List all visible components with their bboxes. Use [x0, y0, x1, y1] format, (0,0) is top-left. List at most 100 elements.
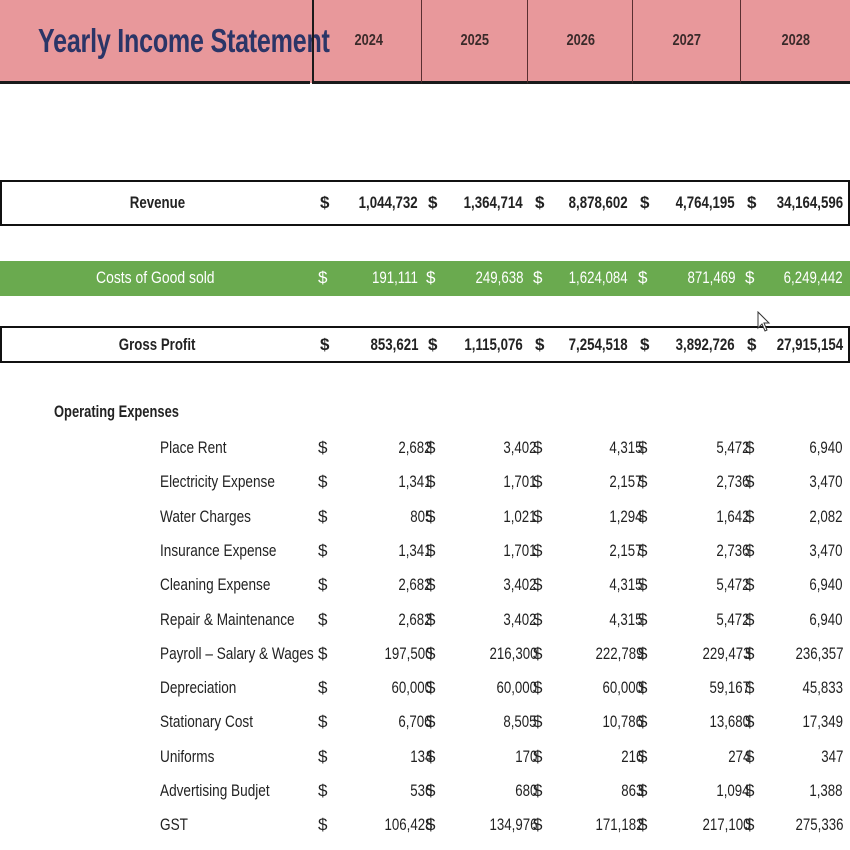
table-row[interactable]: Place Rent $ 2,682 $ 3,402 $ 4,315 $ 5,4… — [0, 432, 850, 466]
currency-symbol: $ — [426, 815, 436, 835]
currency-symbol: $ — [426, 268, 436, 287]
value-2025[interactable]: 60,000 — [496, 678, 537, 698]
revenue-2025[interactable]: 1,364,714 — [464, 193, 523, 212]
year-header-2027[interactable]: 2027 — [632, 0, 741, 84]
table-row[interactable]: Cleaning Expense $ 2,682 $ 3,402 $ 4,315… — [0, 569, 850, 603]
year-header-2028[interactable]: 2028 — [740, 0, 850, 84]
table-row[interactable]: Payroll – Salary & Wages $ 197,500 $ 216… — [0, 638, 850, 672]
value-2027[interactable]: 5,472 — [716, 609, 750, 629]
value-2024[interactable]: 2,682 — [398, 438, 432, 457]
value-2028[interactable]: 17,349 — [802, 712, 843, 732]
revenue-2024[interactable]: 1,044,732 — [359, 193, 418, 212]
value-2027[interactable]: 229,473 — [702, 643, 750, 663]
value-2024[interactable]: 6,706 — [398, 712, 432, 732]
year-header-2024[interactable]: 2024 — [312, 0, 423, 84]
value-2027[interactable]: 59,167 — [709, 678, 750, 698]
value-2027[interactable]: 13,680 — [709, 712, 750, 732]
value-2025[interactable]: 216,300 — [489, 643, 537, 663]
value-2027[interactable]: 1,642 — [716, 506, 750, 526]
table-row[interactable]: GST $ 106,428 $ 134,976 $ 171,182 $ 217,… — [0, 809, 850, 843]
value-2024[interactable]: 2,682 — [398, 609, 432, 629]
value-2026[interactable]: 1,294 — [609, 506, 643, 526]
cogs-2025[interactable]: 249,638 — [475, 268, 523, 287]
table-row[interactable]: Insurance Expense $ 1,341 $ 1,701 $ 2,15… — [0, 535, 850, 569]
value-2028[interactable]: 6,940 — [809, 609, 843, 629]
table-row[interactable]: Repair & Maintenance $ 2,682 $ 3,402 $ 4… — [0, 604, 850, 638]
value-2026[interactable]: 216 — [620, 746, 643, 766]
value-2026[interactable]: 4,315 — [609, 609, 643, 629]
year-header-2025[interactable]: 2025 — [421, 0, 528, 84]
table-row[interactable]: Uniforms $ 134 $ 170 $ 216 $ 274 $ 347 — [0, 741, 850, 775]
gross-profit-2024[interactable]: 853,621 — [370, 335, 418, 354]
value-2024[interactable]: 106,428 — [384, 815, 432, 835]
value-2024[interactable]: 60,000 — [391, 678, 432, 698]
value-2025[interactable]: 680 — [514, 781, 537, 800]
value-2025[interactable]: 1,021 — [503, 506, 537, 526]
value-2024[interactable]: 536 — [409, 781, 432, 800]
value-2028[interactable]: 3,470 — [809, 472, 843, 492]
value-2025[interactable]: 1,701 — [503, 472, 537, 492]
value-2026[interactable]: 60,000 — [602, 678, 643, 698]
gross-profit-2028[interactable]: 27,915,154 — [776, 335, 843, 354]
value-2026[interactable]: 222,789 — [595, 643, 643, 663]
value-2028[interactable]: 275,336 — [795, 815, 843, 835]
value-2028[interactable]: 45,833 — [802, 678, 843, 698]
value-2027[interactable]: 1,094 — [716, 781, 750, 800]
revenue-2026[interactable]: 8,878,602 — [569, 193, 628, 212]
value-2027[interactable]: 5,472 — [716, 438, 750, 457]
value-2024[interactable]: 134 — [409, 746, 432, 766]
value-2028[interactable]: 6,940 — [809, 438, 843, 457]
value-2025[interactable]: 134,976 — [489, 815, 537, 835]
value-2025[interactable]: 170 — [514, 746, 537, 766]
revenue-2027[interactable]: 4,764,195 — [676, 193, 735, 212]
value-2024[interactable]: 197,500 — [384, 643, 432, 663]
value-2024[interactable]: 805 — [409, 506, 432, 526]
value-2025[interactable]: 1,701 — [503, 540, 537, 560]
value-2027[interactable]: 274 — [727, 746, 750, 766]
value-2026[interactable]: 863 — [620, 781, 643, 800]
cogs-2024[interactable]: 191,111 — [372, 268, 418, 287]
value-2028[interactable]: 3,470 — [809, 540, 843, 560]
cogs-row[interactable]: Costs of Good sold $ 191,111 $ 249,638 $… — [0, 261, 850, 296]
value-2024[interactable]: 2,682 — [398, 575, 432, 595]
value-2026[interactable]: 4,315 — [609, 575, 643, 595]
table-row[interactable]: Stationary Cost $ 6,706 $ 8,505 $ 10,786… — [0, 706, 850, 740]
gross-profit-2026[interactable]: 7,254,518 — [569, 335, 628, 354]
value-2027[interactable]: 2,736 — [716, 472, 750, 492]
value-2024[interactable]: 1,341 — [398, 540, 432, 560]
value-2027[interactable]: 217,100 — [702, 815, 750, 835]
value-2026[interactable]: 4,315 — [609, 438, 643, 457]
value-2027[interactable]: 2,736 — [716, 540, 750, 560]
value-2028[interactable]: 2,082 — [809, 506, 843, 526]
value-2028[interactable]: 347 — [820, 746, 843, 766]
value-2028[interactable]: 6,940 — [809, 575, 843, 595]
value-2026[interactable]: 10,786 — [602, 712, 643, 732]
table-row[interactable]: Advertising Budjet $ 536 $ 680 $ 863 $ 1… — [0, 775, 850, 809]
currency-symbol: $ — [638, 438, 648, 457]
gross-profit-row[interactable]: Gross Profit $ 853,621 $ 1,115,076 $ 7,2… — [0, 326, 850, 363]
value-2027[interactable]: 5,472 — [716, 575, 750, 595]
cogs-2026[interactable]: 1,624,084 — [569, 268, 628, 287]
value-2024[interactable]: 1,341 — [398, 472, 432, 492]
value-2026[interactable]: 2,157 — [609, 540, 643, 560]
value-2025[interactable]: 8,505 — [503, 712, 537, 732]
value-2025[interactable]: 3,402 — [503, 609, 537, 629]
value-2026[interactable]: 2,157 — [609, 472, 643, 492]
gross-profit-2027[interactable]: 3,892,726 — [676, 335, 735, 354]
cogs-2028[interactable]: 6,249,442 — [784, 268, 843, 287]
table-row[interactable]: Water Charges $ 805 $ 1,021 $ 1,294 $ 1,… — [0, 501, 850, 535]
gross-profit-2025[interactable]: 1,115,076 — [464, 335, 523, 354]
value-2025[interactable]: 3,402 — [503, 575, 537, 595]
value-2026[interactable]: 171,182 — [595, 815, 643, 835]
table-row[interactable]: Depreciation $ 60,000 $ 60,000 $ 60,000 … — [0, 672, 850, 706]
value-2028[interactable]: 236,357 — [795, 643, 843, 663]
cogs-2027[interactable]: 871,469 — [687, 268, 735, 287]
revenue-row[interactable]: Revenue $ 1,044,732 $ 1,364,714 $ 8,878,… — [0, 180, 850, 226]
value-2028[interactable]: 1,388 — [809, 781, 843, 800]
revenue-2028[interactable]: 34,164,596 — [776, 193, 843, 212]
currency-symbol: $ — [745, 438, 755, 457]
currency-symbol: $ — [745, 472, 755, 492]
value-2025[interactable]: 3,402 — [503, 438, 537, 457]
year-header-2026[interactable]: 2026 — [527, 0, 633, 84]
table-row[interactable]: Electricity Expense $ 1,341 $ 1,701 $ 2,… — [0, 466, 850, 500]
